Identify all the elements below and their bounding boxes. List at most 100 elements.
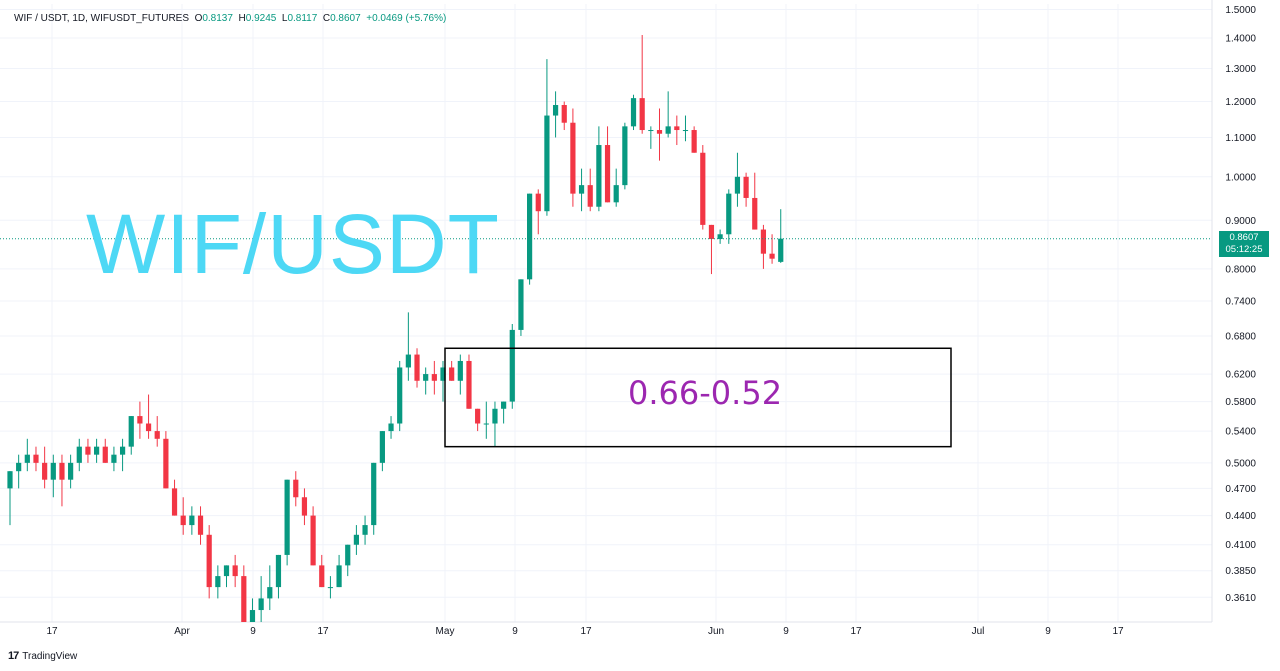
time-tick-label: 17: [1112, 626, 1124, 637]
last-price-value: 0.8607: [1229, 232, 1259, 243]
candle-body: [284, 479, 290, 555]
candle: [483, 401, 489, 439]
low-value: 0.8117: [287, 13, 318, 24]
candle: [587, 168, 593, 212]
candle-body: [189, 515, 195, 526]
candle-body: [760, 229, 767, 254]
candle-body: [578, 185, 585, 194]
candle: [466, 354, 472, 409]
footer[interactable]: 17 TradingView: [8, 650, 77, 662]
candle-body: [518, 279, 524, 330]
candle: [128, 416, 134, 455]
candle: [431, 360, 437, 395]
candle-body: [33, 454, 39, 463]
symbol-info[interactable]: WIF / USDT, 1D, WIFUSDT_FUTURES: [14, 13, 189, 24]
candle-body: [440, 367, 446, 381]
candle: [241, 565, 247, 622]
price-tick-label: 1.1000: [1225, 133, 1256, 144]
candle: [284, 479, 290, 566]
price-tick-label: 1.4000: [1225, 33, 1256, 44]
candle-body: [371, 462, 377, 526]
candle-body: [232, 565, 238, 577]
candle-body: [622, 126, 628, 186]
candle: [24, 438, 30, 472]
candle-body: [630, 98, 637, 127]
candle-body: [501, 401, 507, 409]
candle: [691, 126, 697, 153]
candle-body: [509, 329, 515, 402]
candle: [362, 515, 368, 545]
price-tick-label: 0.6200: [1225, 370, 1256, 381]
candle: [492, 401, 498, 447]
open-value: 0.8137: [202, 13, 233, 24]
candle-body: [414, 354, 420, 381]
close-value: 0.8607: [330, 13, 361, 24]
candle-body: [604, 145, 611, 203]
close-label: C: [322, 13, 331, 24]
high-value: 0.9245: [245, 13, 277, 24]
time-axis-labels[interactable]: 17 Apr 9 17 May 9 17 Jun 9 17 Jul 9 17: [46, 626, 1124, 637]
candle: [102, 438, 108, 463]
candle: [16, 454, 22, 489]
candle: [7, 471, 13, 526]
candle: [163, 431, 169, 489]
candle-body: [388, 423, 394, 432]
candle: [189, 506, 195, 535]
candle: [613, 168, 619, 207]
time-tick-label: 17: [850, 626, 862, 637]
candle: [475, 408, 481, 432]
brand-name: TradingView: [22, 650, 78, 662]
candle: [137, 401, 143, 439]
candle: [336, 554, 342, 588]
candle: [778, 209, 784, 263]
candle-body: [336, 565, 342, 588]
candle: [596, 126, 602, 212]
candle-body: [691, 130, 697, 153]
time-tick-label: 9: [1045, 626, 1051, 637]
candle-body: [171, 488, 178, 516]
time-tick-label: 17: [46, 626, 58, 637]
symbol-watermark: WIF/USDT: [86, 197, 500, 291]
candle: [414, 348, 420, 388]
candle: [570, 108, 576, 207]
price-axis-labels[interactable]: 1.5000 1.4000 1.3000 1.2000 1.1000 1.0000 0.90…: [1225, 5, 1256, 604]
candle: [397, 360, 403, 432]
candle-body: [613, 185, 619, 203]
price-tick-label: 1.5000: [1225, 5, 1256, 16]
candle-body: [457, 360, 463, 381]
candle: [527, 193, 533, 285]
candle-body: [587, 185, 593, 207]
support-zone-box[interactable]: [444, 347, 952, 448]
candle: [154, 416, 160, 447]
candle: [68, 454, 74, 489]
candle: [656, 108, 663, 161]
candle: [379, 431, 385, 472]
candle-body: [674, 126, 680, 131]
candle-body: [102, 446, 108, 463]
candle-body: [94, 446, 100, 455]
candle-body: [154, 431, 160, 439]
candle: [267, 565, 273, 611]
candle-body: [682, 130, 689, 132]
candle-body: [319, 565, 325, 588]
candle: [249, 598, 256, 622]
candle-body: [778, 238, 784, 262]
price-tick-label: 1.2000: [1225, 97, 1256, 108]
candle: [518, 279, 524, 336]
candle-body: [163, 438, 169, 489]
change-value: +0.0469 (+5.76%): [366, 13, 447, 24]
candle: [293, 471, 299, 507]
candle-body: [310, 515, 316, 566]
candle-body: [708, 224, 715, 240]
candle-body: [544, 115, 550, 212]
low-label: L: [281, 13, 288, 24]
candle: [405, 312, 411, 381]
candle-body: [769, 253, 775, 259]
price-tick-label: 0.7400: [1225, 297, 1256, 308]
candle-body: [466, 360, 472, 409]
candle-body: [475, 408, 481, 424]
candle-body: [180, 515, 186, 526]
last-price-tag: 0.8607 05:12:25: [1219, 231, 1269, 257]
